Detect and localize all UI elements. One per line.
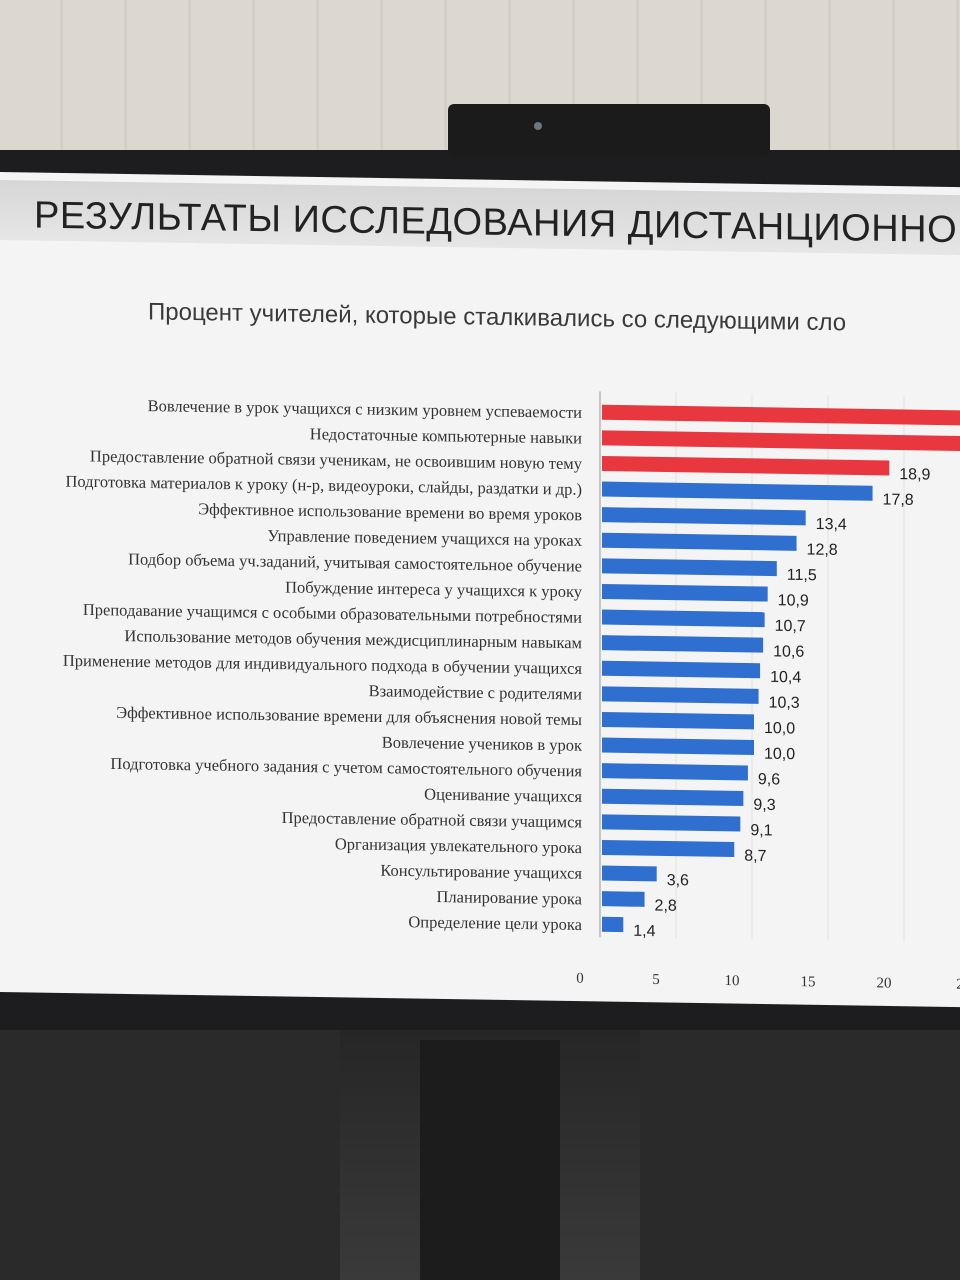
data-label: 10,4 [770,669,801,686]
bar-chart: Вовлечение в урок учащихся с низким уров… [63,391,960,993]
category-label: Определение цели урока [408,912,582,934]
category-label: Применение методов для индивидуального п… [63,651,583,678]
bar [602,814,741,832]
bar [602,891,645,907]
data-label: 10,0 [764,720,795,737]
data-label: 9,1 [750,822,772,839]
bar [602,737,754,755]
bar [602,635,764,653]
category-label: Взаимодействие с родителями [369,681,583,703]
category-label: Подготовка учебного задания с учетом сам… [110,754,582,780]
category-label: Оценивание учащихся [424,784,582,805]
x-tick-label: 10 [725,973,740,989]
monitor-stand-neck [420,1040,560,1280]
bar [602,430,960,452]
data-label: 9,3 [753,797,775,814]
category-label: Вовлечение в урок учащихся с низким уров… [148,396,583,422]
data-label: 10,3 [769,694,800,711]
bar [602,686,759,704]
category-label: Эффективное использование времени для об… [116,703,582,729]
data-label: 10,6 [773,643,804,660]
bar [602,455,890,476]
category-label: Подбор объема уч.заданий, учитывая самос… [128,549,582,575]
bar [602,507,806,526]
x-tick-label: 2 [956,977,960,993]
data-label: 10,7 [775,618,806,635]
category-label: Вовлечение учеников в урок [382,733,583,755]
data-label: 11,5 [787,567,817,584]
data-label: 13,4 [816,516,847,533]
x-tick-label: 20 [877,975,892,991]
bar [602,788,744,806]
category-label: Использование методов обучения междисцип… [124,626,582,652]
bar [602,481,873,501]
data-label: 17,8 [883,491,914,508]
category-label: Подготовка материалов к уроку (н-р, виде… [65,472,582,499]
bar [602,558,777,577]
data-label: 9,6 [758,771,780,788]
bar [602,532,797,551]
data-label: 12,8 [807,541,838,558]
category-label: Эффективное использование времени во вре… [198,499,582,524]
data-label: 10,9 [778,592,809,609]
bar [602,839,735,858]
category-label: Побуждение интереса у учащихся к уроку [285,577,583,601]
bar [602,404,960,426]
x-tick-label: 15 [801,974,816,990]
bar [602,711,754,730]
data-label: 8,7 [744,848,766,865]
category-label: Предоставление обратной связи учащимся [282,808,583,832]
category-label: Планирование урока [437,887,583,908]
category-label: Преподавание учащимся с особыми образова… [83,600,582,627]
category-label: Консультирование учащихся [380,861,582,883]
category-label: Управление поведением учащихся на уроках [267,526,582,550]
bar [602,763,748,781]
x-tick-label: 0 [576,971,583,987]
webcam [448,104,770,156]
x-tick-label: 5 [652,972,659,988]
data-label: 3,6 [667,872,689,889]
data-label: 1,4 [633,923,655,940]
slide-screen: РЕЗУЛЬТАТЫ ИССЛЕДОВАНИЯ ДИСТАНЦИОННОГ Пр… [0,172,960,1008]
data-label: 18,9 [899,466,930,483]
category-label: Предоставление обратной связи ученикам, … [90,446,583,473]
data-label: 2,8 [655,897,677,914]
bar [602,660,761,679]
bar [602,865,657,882]
data-label: 10,0 [764,746,795,763]
bar [602,583,768,602]
bar [602,609,765,628]
category-label: Организация увлекательного урока [335,834,583,857]
webcam-lens-icon [534,122,542,130]
bar [602,916,624,933]
category-label: Недостаточные компьютерные навыки [310,424,582,447]
